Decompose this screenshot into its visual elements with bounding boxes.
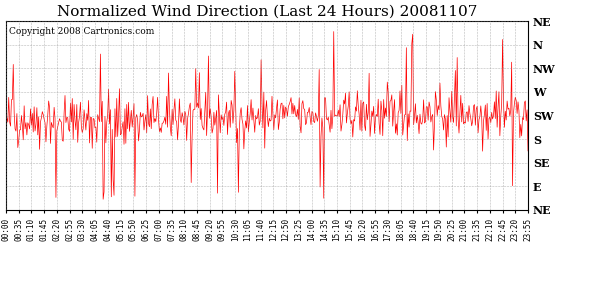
Text: Copyright 2008 Cartronics.com: Copyright 2008 Cartronics.com <box>8 27 154 36</box>
Title: Normalized Wind Direction (Last 24 Hours) 20081107: Normalized Wind Direction (Last 24 Hours… <box>57 4 477 18</box>
